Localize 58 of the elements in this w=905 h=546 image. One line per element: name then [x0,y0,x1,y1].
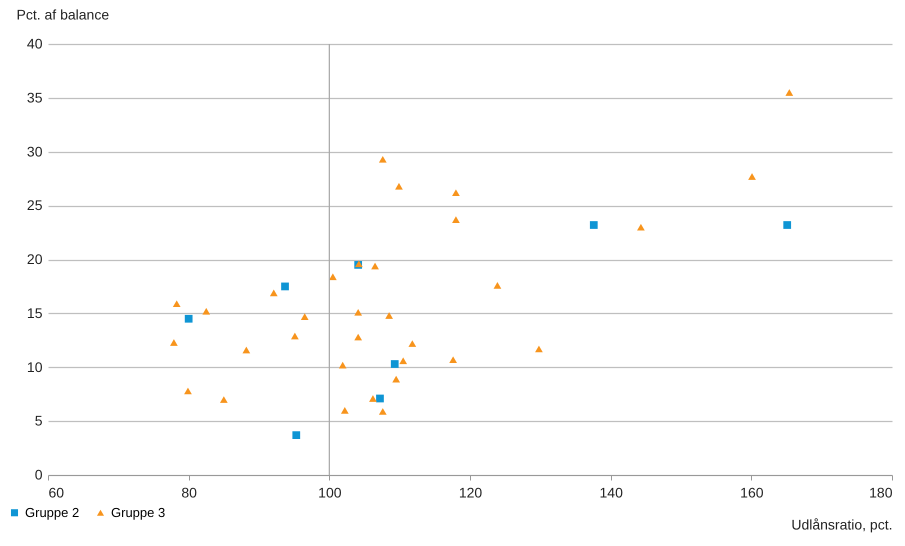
y-tick-label: 20 [26,251,43,267]
x-tick-label: 80 [181,484,198,500]
y-tick-label: 10 [26,358,43,375]
y-tick-label: 35 [26,89,43,106]
point [785,89,794,96]
point [748,173,756,180]
legend-label: Gruppe 2 [25,504,80,520]
y-tick-label: 25 [26,197,43,214]
point [202,308,210,315]
legend-label: Gruppe 3 [111,504,166,520]
point [452,189,460,196]
y-tick-label: 40 [26,36,43,52]
point [535,346,543,352]
x-tick-label: 180 [869,484,893,500]
point [270,290,278,296]
point [449,356,457,364]
point [292,431,300,440]
x-tick-label: 120 [458,484,482,500]
x-tick-label: 160 [740,484,764,500]
point [494,282,502,289]
point [340,406,349,414]
x-tick-label: 60 [48,484,64,500]
x-tick-label: 100 [318,484,342,500]
point [376,394,384,402]
point [390,360,399,368]
point [395,182,403,190]
point [354,308,362,316]
point [290,332,299,340]
y-axis-title: Pct. af balance [16,6,110,22]
point [408,340,416,347]
point [452,216,460,223]
point [369,395,377,402]
y-tick-label: 15 [26,304,43,321]
y-tick-label: 5 [34,412,43,429]
point [371,262,379,270]
point [242,346,250,354]
point [281,282,289,290]
point [328,273,337,280]
point [378,156,387,163]
point [184,314,193,323]
point [783,221,792,229]
x-axis-title: Udlånsratio, pct. [791,516,892,532]
point [172,300,181,308]
x-tick-label: 140 [599,484,624,500]
point [220,396,228,403]
point [385,312,393,319]
point [399,357,408,364]
point [170,339,178,346]
point [378,408,387,415]
point [590,221,598,229]
point [392,376,400,382]
point [184,388,192,394]
point [637,224,645,231]
y-tick-label: 30 [26,143,43,160]
y-tick-label: 0 [34,466,43,482]
point [338,362,347,368]
point [354,334,362,340]
point [300,313,309,320]
